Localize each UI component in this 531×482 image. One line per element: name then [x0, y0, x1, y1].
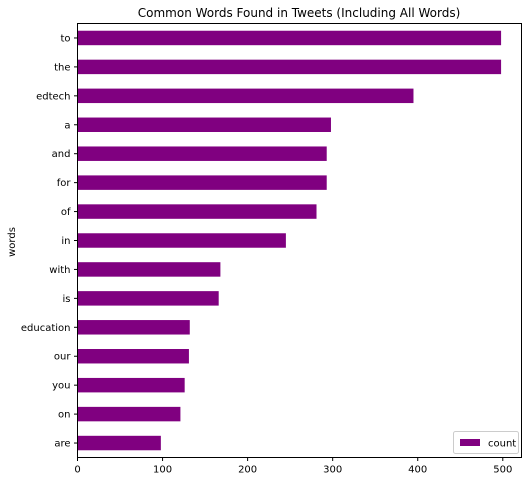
legend: count	[453, 431, 519, 454]
y-tick-label: of	[61, 207, 71, 218]
bar-the	[77, 59, 502, 75]
y-tick-label: education	[21, 323, 71, 334]
bar-are	[77, 435, 161, 451]
y-tick-label: on	[58, 410, 70, 421]
bar-and	[77, 146, 327, 161]
plot-frame	[77, 23, 522, 458]
bar-you	[77, 377, 185, 393]
chart-title: Common Words Found in Tweets (Including …	[138, 6, 461, 20]
bar-our	[77, 349, 189, 364]
legend-label: count	[488, 439, 516, 450]
y-tick-label: for	[57, 178, 72, 189]
bar-for	[77, 175, 327, 190]
y-tick-group: to the edtech a and for of in with is education our…	[21, 33, 78, 450]
y-tick-label: in	[61, 236, 70, 247]
y-tick-label: our	[54, 352, 71, 363]
y-axis-label: words	[7, 227, 18, 257]
y-tick-label: you	[52, 381, 70, 392]
y-tick-label: the	[54, 62, 70, 73]
legend-box	[453, 431, 519, 454]
y-tick-label: to	[60, 33, 70, 44]
bar-edtech	[77, 88, 414, 104]
x-tick-label: 300	[323, 465, 342, 476]
bar-of	[77, 204, 317, 219]
bar-is	[77, 291, 219, 306]
bar-to	[77, 30, 502, 46]
y-tick-label: is	[63, 294, 71, 305]
bar-a	[77, 117, 331, 132]
y-tick-label: a	[64, 120, 70, 131]
legend-swatch	[460, 439, 480, 446]
y-tick-label: edtech	[36, 91, 70, 102]
y-tick-label: are	[54, 439, 70, 450]
x-tick-label: 0	[74, 465, 80, 476]
x-tick-label: 400	[408, 465, 427, 476]
x-tick-group: 0 100 200 300 400 500	[74, 457, 512, 476]
y-tick-label: and	[52, 149, 71, 160]
x-tick-label: 200	[238, 465, 257, 476]
bar-education	[77, 320, 190, 335]
y-tick-label: with	[49, 265, 70, 276]
bars-group	[77, 30, 502, 451]
bar-with	[77, 262, 221, 277]
bar-in	[77, 233, 286, 248]
x-tick-label: 100	[153, 465, 172, 476]
x-tick-label: 500	[493, 465, 512, 476]
bar-on	[77, 406, 181, 422]
